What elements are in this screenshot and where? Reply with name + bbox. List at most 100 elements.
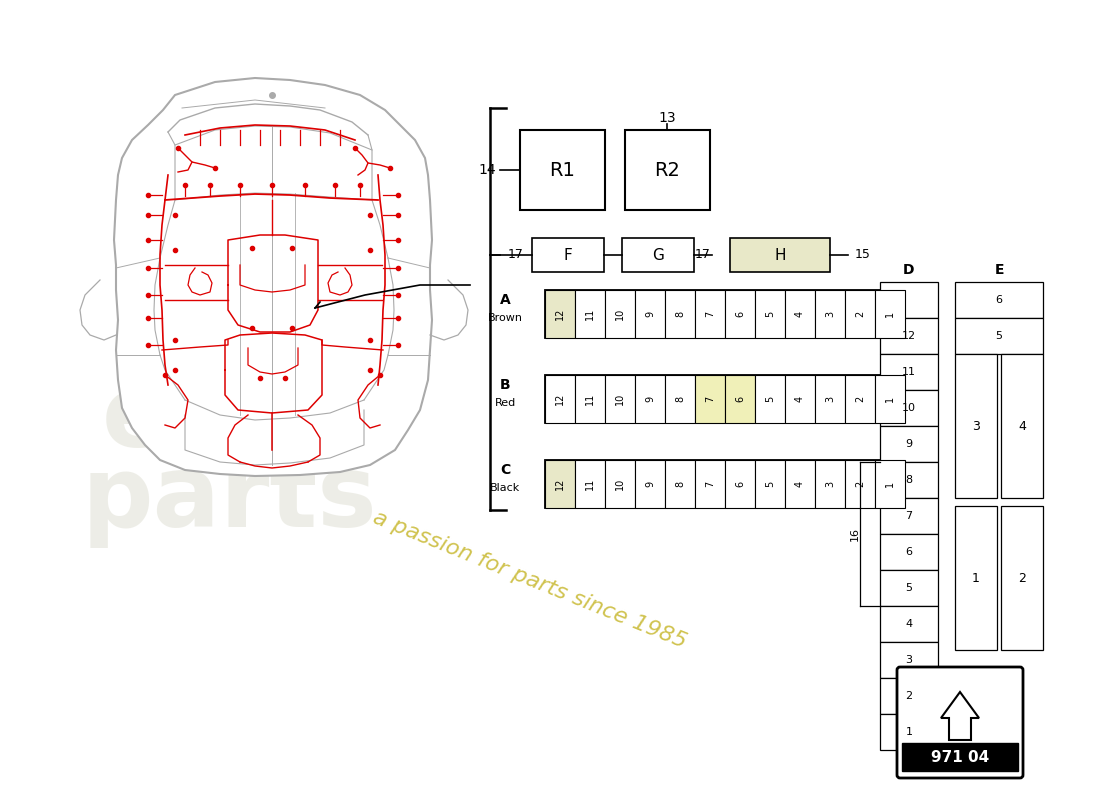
Text: 4: 4 xyxy=(795,396,805,402)
Bar xyxy=(544,375,575,423)
Bar xyxy=(755,460,785,508)
Text: 2: 2 xyxy=(1019,571,1026,585)
Bar xyxy=(725,375,755,423)
Text: parts: parts xyxy=(82,451,378,549)
Bar xyxy=(874,290,905,338)
Text: 3: 3 xyxy=(825,396,835,402)
Text: H: H xyxy=(774,247,785,262)
Text: 12: 12 xyxy=(556,393,565,405)
Bar xyxy=(815,460,845,508)
Text: 8: 8 xyxy=(905,475,913,485)
Bar xyxy=(544,460,575,508)
Text: Brown: Brown xyxy=(487,313,522,323)
Text: Red: Red xyxy=(494,398,516,408)
Text: 3: 3 xyxy=(825,311,835,317)
Text: 17: 17 xyxy=(508,249,524,262)
Text: 6: 6 xyxy=(996,295,1002,305)
Text: 5: 5 xyxy=(905,583,913,593)
Text: 16: 16 xyxy=(850,527,860,541)
Bar xyxy=(621,238,694,272)
Bar xyxy=(575,375,605,423)
Bar xyxy=(902,743,1018,771)
Text: 17: 17 xyxy=(695,249,711,262)
Text: 12: 12 xyxy=(902,331,916,341)
Text: 5: 5 xyxy=(764,481,776,487)
Bar xyxy=(785,290,815,338)
Polygon shape xyxy=(940,692,979,740)
Text: 9: 9 xyxy=(645,481,654,487)
Bar xyxy=(532,238,604,272)
Bar xyxy=(666,460,695,508)
Text: 10: 10 xyxy=(902,403,916,413)
Bar xyxy=(725,290,755,338)
Text: euro: euro xyxy=(101,371,359,469)
Bar xyxy=(635,290,666,338)
Bar xyxy=(880,678,938,714)
Text: 10: 10 xyxy=(615,308,625,320)
Bar xyxy=(880,570,938,606)
FancyBboxPatch shape xyxy=(896,667,1023,778)
Text: A: A xyxy=(499,293,510,307)
Text: R2: R2 xyxy=(654,161,680,179)
Text: 10: 10 xyxy=(615,478,625,490)
Bar xyxy=(845,460,875,508)
Text: 11: 11 xyxy=(902,367,916,377)
Text: 8: 8 xyxy=(675,311,685,317)
Text: 10: 10 xyxy=(615,393,625,405)
Text: F: F xyxy=(563,247,572,262)
Text: 1: 1 xyxy=(886,311,895,317)
Text: 5: 5 xyxy=(996,331,1002,341)
Bar xyxy=(544,375,905,423)
Text: 8: 8 xyxy=(675,481,685,487)
Bar xyxy=(544,460,905,508)
Bar xyxy=(605,290,635,338)
Bar xyxy=(880,318,938,354)
Bar xyxy=(955,318,1043,354)
Bar xyxy=(880,642,938,678)
Bar xyxy=(725,460,755,508)
Bar xyxy=(815,375,845,423)
Text: 15: 15 xyxy=(855,249,871,262)
Bar xyxy=(520,130,605,210)
Bar xyxy=(625,130,710,210)
Text: 7: 7 xyxy=(905,511,913,521)
Bar xyxy=(695,290,725,338)
Bar xyxy=(1001,506,1043,650)
Text: 6: 6 xyxy=(735,481,745,487)
Text: 3: 3 xyxy=(825,481,835,487)
Text: 1: 1 xyxy=(886,396,895,402)
Bar xyxy=(880,498,938,534)
Text: 4: 4 xyxy=(1019,419,1026,433)
Text: 11: 11 xyxy=(585,478,595,490)
Text: C: C xyxy=(499,463,510,477)
Bar xyxy=(785,375,815,423)
Text: 1: 1 xyxy=(905,727,913,737)
Text: 2: 2 xyxy=(855,311,865,317)
Text: G: G xyxy=(652,247,664,262)
Text: R1: R1 xyxy=(549,161,575,179)
Text: 4: 4 xyxy=(795,481,805,487)
Text: 6: 6 xyxy=(735,311,745,317)
Bar xyxy=(635,460,666,508)
Bar xyxy=(575,460,605,508)
Bar xyxy=(1001,354,1043,498)
Bar xyxy=(955,506,997,650)
Text: 8: 8 xyxy=(675,396,685,402)
Text: 12: 12 xyxy=(556,478,565,490)
Bar xyxy=(666,290,695,338)
Text: 13: 13 xyxy=(658,111,675,125)
Text: B: B xyxy=(499,378,510,392)
Text: 4: 4 xyxy=(795,311,805,317)
Text: 1: 1 xyxy=(972,571,980,585)
Bar xyxy=(544,290,575,338)
Bar xyxy=(605,460,635,508)
Bar xyxy=(605,375,635,423)
Bar xyxy=(635,375,666,423)
Bar xyxy=(880,606,938,642)
Bar xyxy=(755,290,785,338)
Bar xyxy=(955,282,1043,318)
Text: 9: 9 xyxy=(905,439,913,449)
Bar xyxy=(880,354,938,390)
Bar xyxy=(666,375,695,423)
Text: 6: 6 xyxy=(905,547,913,557)
